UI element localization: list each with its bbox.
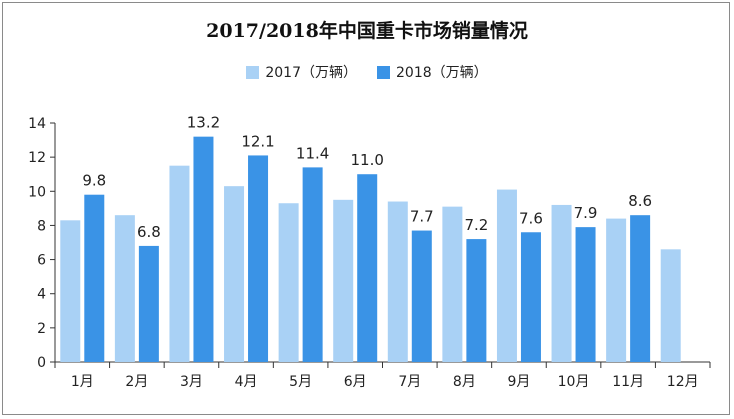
y-tick-label: 2	[37, 321, 46, 337]
bar-2017	[333, 199, 354, 362]
bar-2018	[357, 174, 378, 362]
chart-legend: 2017（万辆） 2018（万辆）	[0, 62, 734, 82]
bar-2017	[551, 204, 572, 362]
x-tick-label: 1月	[71, 374, 94, 390]
bar-2018	[575, 227, 596, 362]
legend-item-2018: 2018（万辆）	[377, 62, 488, 82]
bar-2018	[84, 194, 105, 362]
data-label-2018: 6.8	[137, 223, 161, 241]
data-label-2018: 9.8	[82, 172, 106, 190]
x-tick-label: 9月	[507, 374, 530, 390]
data-label-2018: 11.4	[296, 144, 329, 162]
bar-2017	[278, 203, 299, 362]
x-tick-label: 7月	[398, 374, 421, 390]
legend-item-2017: 2017（万辆）	[246, 62, 357, 82]
bar-2017	[114, 215, 135, 362]
x-tick-label: 12月	[667, 374, 699, 390]
data-label-2018: 7.6	[519, 209, 543, 227]
x-tick-label: 11月	[612, 374, 644, 390]
legend-swatch-2017	[246, 65, 260, 79]
data-label-2018: 7.9	[574, 204, 598, 222]
data-label-2018: 12.1	[241, 132, 274, 150]
bar-2018	[630, 215, 651, 362]
legend-label-2017: 2017（万辆）	[265, 65, 357, 81]
data-label-2018: 11.0	[351, 151, 384, 169]
y-tick-label: 0	[37, 355, 46, 371]
bar-2017	[169, 165, 190, 362]
x-tick-label: 2月	[125, 374, 148, 390]
x-tick-label: 5月	[289, 374, 312, 390]
data-label-2018: 7.7	[410, 208, 434, 226]
data-label-2018: 8.6	[628, 192, 652, 210]
bar-2018	[138, 245, 159, 362]
bar-2018	[520, 232, 541, 362]
bar-2017	[224, 186, 245, 362]
y-tick-label: 6	[37, 253, 46, 269]
legend-swatch-2018	[377, 65, 390, 79]
x-tick-label: 8月	[453, 374, 476, 390]
bar-2017	[60, 220, 81, 362]
bar-2017	[496, 189, 517, 362]
chart-title: 2017/2018年中国重卡市场销量情况	[206, 20, 528, 42]
x-tick-label: 6月	[344, 374, 367, 390]
data-label-2018: 7.2	[464, 216, 488, 234]
bar-2018	[411, 230, 432, 362]
bar-2017	[660, 249, 681, 362]
bar-2018	[193, 136, 214, 362]
bar-2017	[442, 206, 463, 362]
bar-2018	[302, 167, 323, 362]
y-tick-label: 14	[28, 116, 46, 132]
bar-2018	[466, 239, 487, 362]
bar-2017	[606, 218, 627, 362]
x-tick-label: 4月	[235, 374, 258, 390]
bar-2017	[387, 201, 408, 362]
y-tick-label: 10	[28, 184, 46, 200]
x-tick-label: 10月	[558, 374, 590, 390]
y-tick-label: 8	[37, 218, 46, 234]
x-tick-label: 3月	[180, 374, 203, 390]
data-label-2018: 13.2	[187, 114, 220, 132]
legend-label-2018: 2018（万辆）	[396, 65, 488, 81]
bar-2018	[248, 155, 269, 362]
y-tick-label: 4	[37, 287, 46, 303]
y-tick-label: 12	[28, 150, 46, 166]
